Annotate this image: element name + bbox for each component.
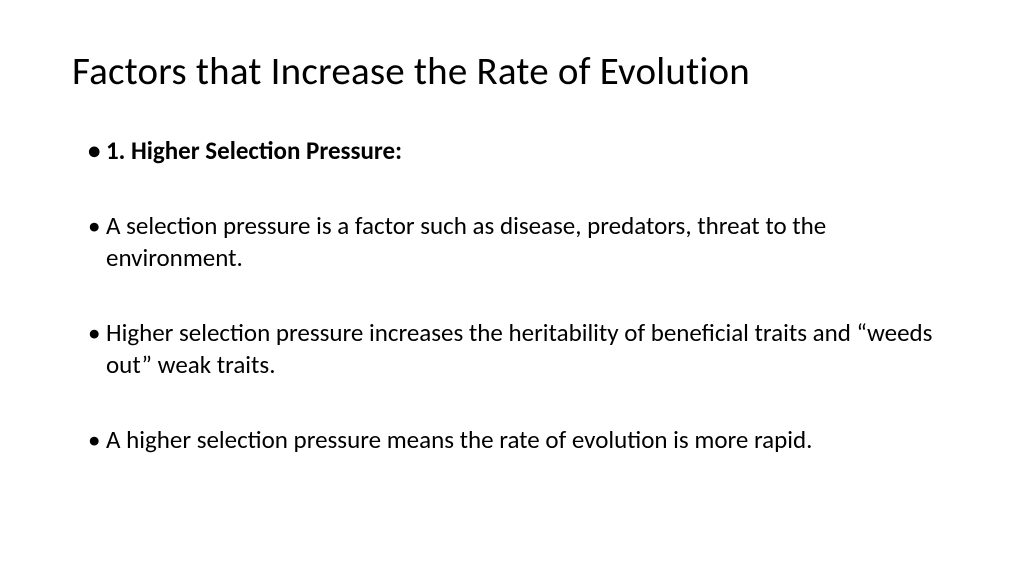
list-item: Higher selection pressure increases the … <box>88 317 952 382</box>
list-item: 1. Higher Selection Pressure: <box>88 135 952 168</box>
list-item: A higher selection pressure means the ra… <box>88 424 952 457</box>
slide-title: Factors that Increase the Rate of Evolut… <box>72 48 952 95</box>
list-item: A selection pressure is a factor such as… <box>88 210 952 275</box>
bullet-list: 1. Higher Selection Pressure: A selectio… <box>72 135 952 456</box>
